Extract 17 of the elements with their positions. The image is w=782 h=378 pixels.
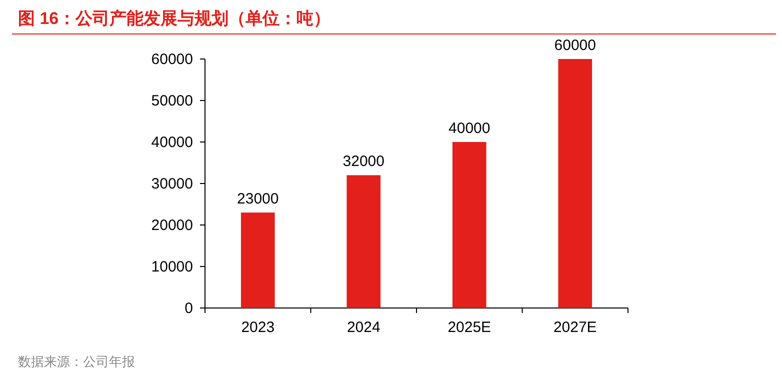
- y-tick-label: 0: [184, 300, 193, 317]
- x-tick-label: 2024: [346, 319, 380, 336]
- x-tick-label: 2023: [241, 319, 275, 336]
- source-note: 数据来源：公司年报: [18, 354, 135, 369]
- data-label: 60000: [554, 37, 596, 54]
- y-tick-label: 40000: [151, 134, 193, 151]
- data-label: 32000: [342, 153, 384, 170]
- x-tick-label: 2025E: [448, 319, 492, 336]
- data-label: 40000: [448, 120, 490, 137]
- x-tick-label: 2027E: [553, 319, 597, 336]
- y-tick-label: 20000: [151, 217, 193, 234]
- y-tick-label: 50000: [151, 92, 193, 110]
- data-label: 23000: [237, 190, 279, 208]
- title: 图 16：公司产能发展与规划（单位：吨）: [18, 9, 331, 28]
- y-tick-label: 10000: [151, 258, 193, 276]
- y-tick-label: 30000: [151, 176, 193, 192]
- y-tick-label: 60000: [151, 51, 193, 68]
